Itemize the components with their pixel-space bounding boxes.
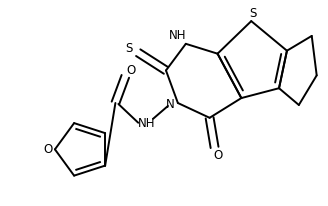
Text: O: O xyxy=(43,143,52,156)
Text: NH: NH xyxy=(137,117,155,130)
Text: N: N xyxy=(166,98,174,111)
Text: O: O xyxy=(127,64,136,77)
Text: O: O xyxy=(213,149,222,162)
Text: NH: NH xyxy=(169,29,187,42)
Text: S: S xyxy=(250,7,257,20)
Text: S: S xyxy=(126,42,133,55)
